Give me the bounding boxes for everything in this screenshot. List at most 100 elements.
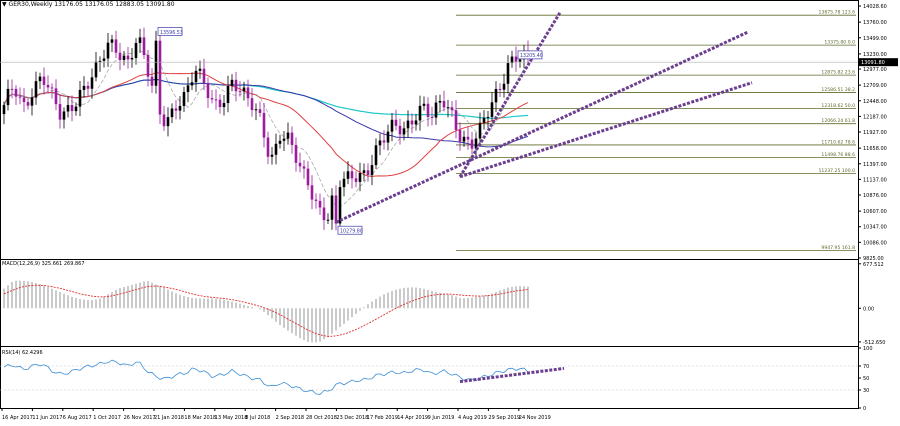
candle-body [470,139,474,149]
candle-body [314,199,318,201]
fib-level-label: 13375.80 0.0 [824,40,855,46]
time-tick-label: 28 Oct 2018 [306,415,337,421]
price-annotation-label: 10279.80 [340,229,363,235]
price-tick-label: 12448.00 [863,99,887,105]
candle-body [114,39,118,53]
candle-body [34,81,38,98]
rsi-trend-line [459,366,565,384]
candle-body [274,143,278,155]
price-annotation-label: 13205.40 [520,53,543,59]
candle-body [394,119,398,126]
candle-body [74,106,78,112]
candle-body [410,120,414,125]
rsi-tick-label: 0 [863,406,866,412]
candle-body [390,119,394,132]
candle-body [142,37,146,55]
time-tick-label: 16 Apr 2017 [2,415,33,421]
candle-body [374,145,378,166]
time-tick-label: 6 Aug 2017 [63,415,92,421]
candle-body [366,170,370,176]
chart-header: ▼ GER30,Weekly 13176.05 13176.05 12883.0… [2,1,175,8]
time-tick-label: 17 Feb 2019 [367,415,398,421]
candle-body [518,59,522,62]
candle-body [190,82,194,86]
candle-body [238,91,242,93]
time-tick-label: 13 May 2018 [215,415,248,421]
candle-body [342,178,346,188]
candle-body [146,54,150,77]
candle-body [434,102,438,118]
time-tick-label: 1 Oct 2017 [93,415,121,421]
candle-body [222,103,226,108]
candle-body [122,55,126,61]
fib-level-label: 12586.51 38.2 [821,87,855,93]
candle-body [166,117,170,127]
candle-body [490,102,494,117]
price-tick-label: 14028.60 [863,4,887,10]
candle-body [178,106,182,111]
candle-body [38,76,42,82]
candle-body [266,137,270,157]
candle-body [402,128,406,135]
candle-body [446,107,450,109]
time-tick-label: 8 Jul 2018 [245,415,270,421]
rsi-tick-label: 30 [863,388,869,394]
candle-body [338,187,342,224]
candle-body [414,120,418,125]
candle-body [378,140,382,146]
candle-body [234,79,238,92]
last-price-tag [858,58,898,67]
price-tick-label: 13760.00 [863,20,887,26]
candle-body [278,140,282,144]
time-tick-label: 11 Jun 2017 [32,415,62,421]
price-tick-label: 12709.00 [863,83,887,89]
candle-body [154,40,158,86]
candle-body [298,162,302,167]
ma-blue-line [3,78,529,148]
candle-body [466,136,470,140]
candle-body [134,42,138,58]
price-tick-label: 10086.00 [863,240,887,246]
candle-body [86,85,90,89]
macd-tick-label: -512.650 [863,340,885,346]
rsi-tick-label: 70 [863,364,869,370]
rsi-label: RSI(14) 62.4296 [2,350,43,356]
price-tick-label: 10347.00 [863,225,887,231]
candle-body [358,172,362,182]
collapse-triangle-icon[interactable]: ▼ [2,1,7,8]
macd-label: MACD(12,26,9) 325.661 269.867 [2,261,85,267]
candle-body [246,87,250,99]
candle-body [90,77,94,89]
candle-body [482,117,486,123]
time-tick-label: 14 Apr 2019 [397,415,428,421]
candle-body [506,63,510,84]
candle-body [350,171,354,179]
time-tick-label: 29 Sep 2019 [488,415,520,421]
price-annotation-label: 13596.53 [160,30,183,36]
candle-body [438,100,442,103]
candle-body [302,166,306,169]
candle-body [126,55,130,60]
chart-symbol: GER30,Weekly [8,1,53,8]
candle-body [150,76,154,86]
candle-body [98,60,102,62]
candle-body [118,52,122,61]
trend-line [459,81,753,179]
candle-body [430,116,434,118]
price-tick-label: 11137.00 [863,177,887,183]
candle-body [70,105,74,112]
price-tick-label: 13230.00 [863,52,887,58]
candle-body [454,110,458,130]
candle-body [262,112,266,138]
price-tick-label: 10607.00 [863,209,887,215]
plot-frame [0,0,859,409]
candle-body [318,200,322,208]
candle-body [242,87,246,92]
trend-line [458,11,562,178]
candle-body [162,114,166,127]
candle-body [346,171,350,179]
time-tick-label: 26 Nov 2017 [124,415,156,421]
candle-body [6,88,10,106]
candle-body [54,88,58,105]
